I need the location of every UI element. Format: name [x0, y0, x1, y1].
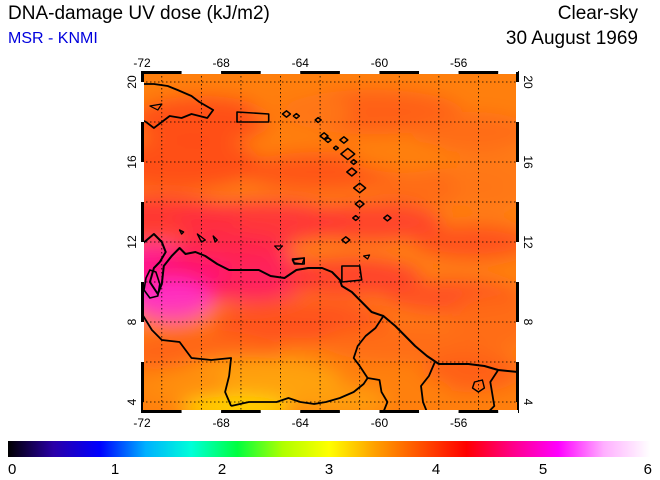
lon-tick-label-top: -56	[450, 56, 468, 70]
lat-tick-label-left: 4	[125, 398, 139, 405]
lon-tick-label-bottom: -72	[133, 416, 151, 430]
colorbar-tick-labels: 0 1 2 3 4 5 6	[8, 461, 652, 478]
lon-tick-label-top: -60	[371, 56, 389, 70]
axis-tick-labels: -72 -72 -68 -68 -64 -64 -60 -60 -56 -56 4 4 8 8 12 12 16…	[125, 56, 535, 430]
lat-tick-label-left: 20	[125, 75, 139, 89]
map-title: DNA-damage UV dose (kJ/m2)	[8, 3, 270, 24]
map-border-ticks	[141, 71, 519, 413]
colorbar-tick-label: 6	[644, 461, 652, 478]
lon-tick-label-bottom: -68	[212, 416, 230, 430]
colorbar-tick-label: 1	[111, 461, 119, 478]
lat-tick-label-left: 12	[125, 235, 139, 249]
graticule	[142, 72, 518, 412]
lat-tick-label-left: 16	[125, 155, 139, 169]
colorbar	[8, 441, 650, 457]
lon-tick-label-top: -72	[133, 56, 151, 70]
colorbar-tick-label: 0	[8, 461, 16, 478]
sky-condition-label: Clear-sky	[557, 3, 638, 24]
coastlines	[142, 83, 518, 412]
date-label: 30 August 1969	[505, 28, 638, 49]
lon-tick-label-bottom: -60	[371, 416, 389, 430]
lat-tick-label-right: 12	[521, 235, 535, 249]
lat-tick-label-right: 20	[521, 75, 535, 89]
colorbar-tick-label: 2	[218, 461, 226, 478]
lon-tick-label-bottom: -64	[292, 416, 310, 430]
colorbar-tick-label: 3	[325, 461, 333, 478]
lon-tick-label-top: -68	[212, 56, 230, 70]
lat-tick-label-right: 16	[521, 155, 535, 169]
uv-dose-field	[142, 72, 518, 412]
lon-tick-label-top: -64	[292, 56, 310, 70]
colorbar-tick-label: 4	[432, 461, 440, 478]
colorbar-tick-label: 5	[539, 461, 547, 478]
lat-tick-label-right: 4	[521, 399, 535, 406]
credit-label: MSR - KNMI	[8, 30, 98, 47]
lat-tick-label-left: 8	[125, 318, 139, 325]
lon-tick-label-bottom: -56	[450, 416, 468, 430]
lat-tick-label-right: 8	[521, 319, 535, 326]
